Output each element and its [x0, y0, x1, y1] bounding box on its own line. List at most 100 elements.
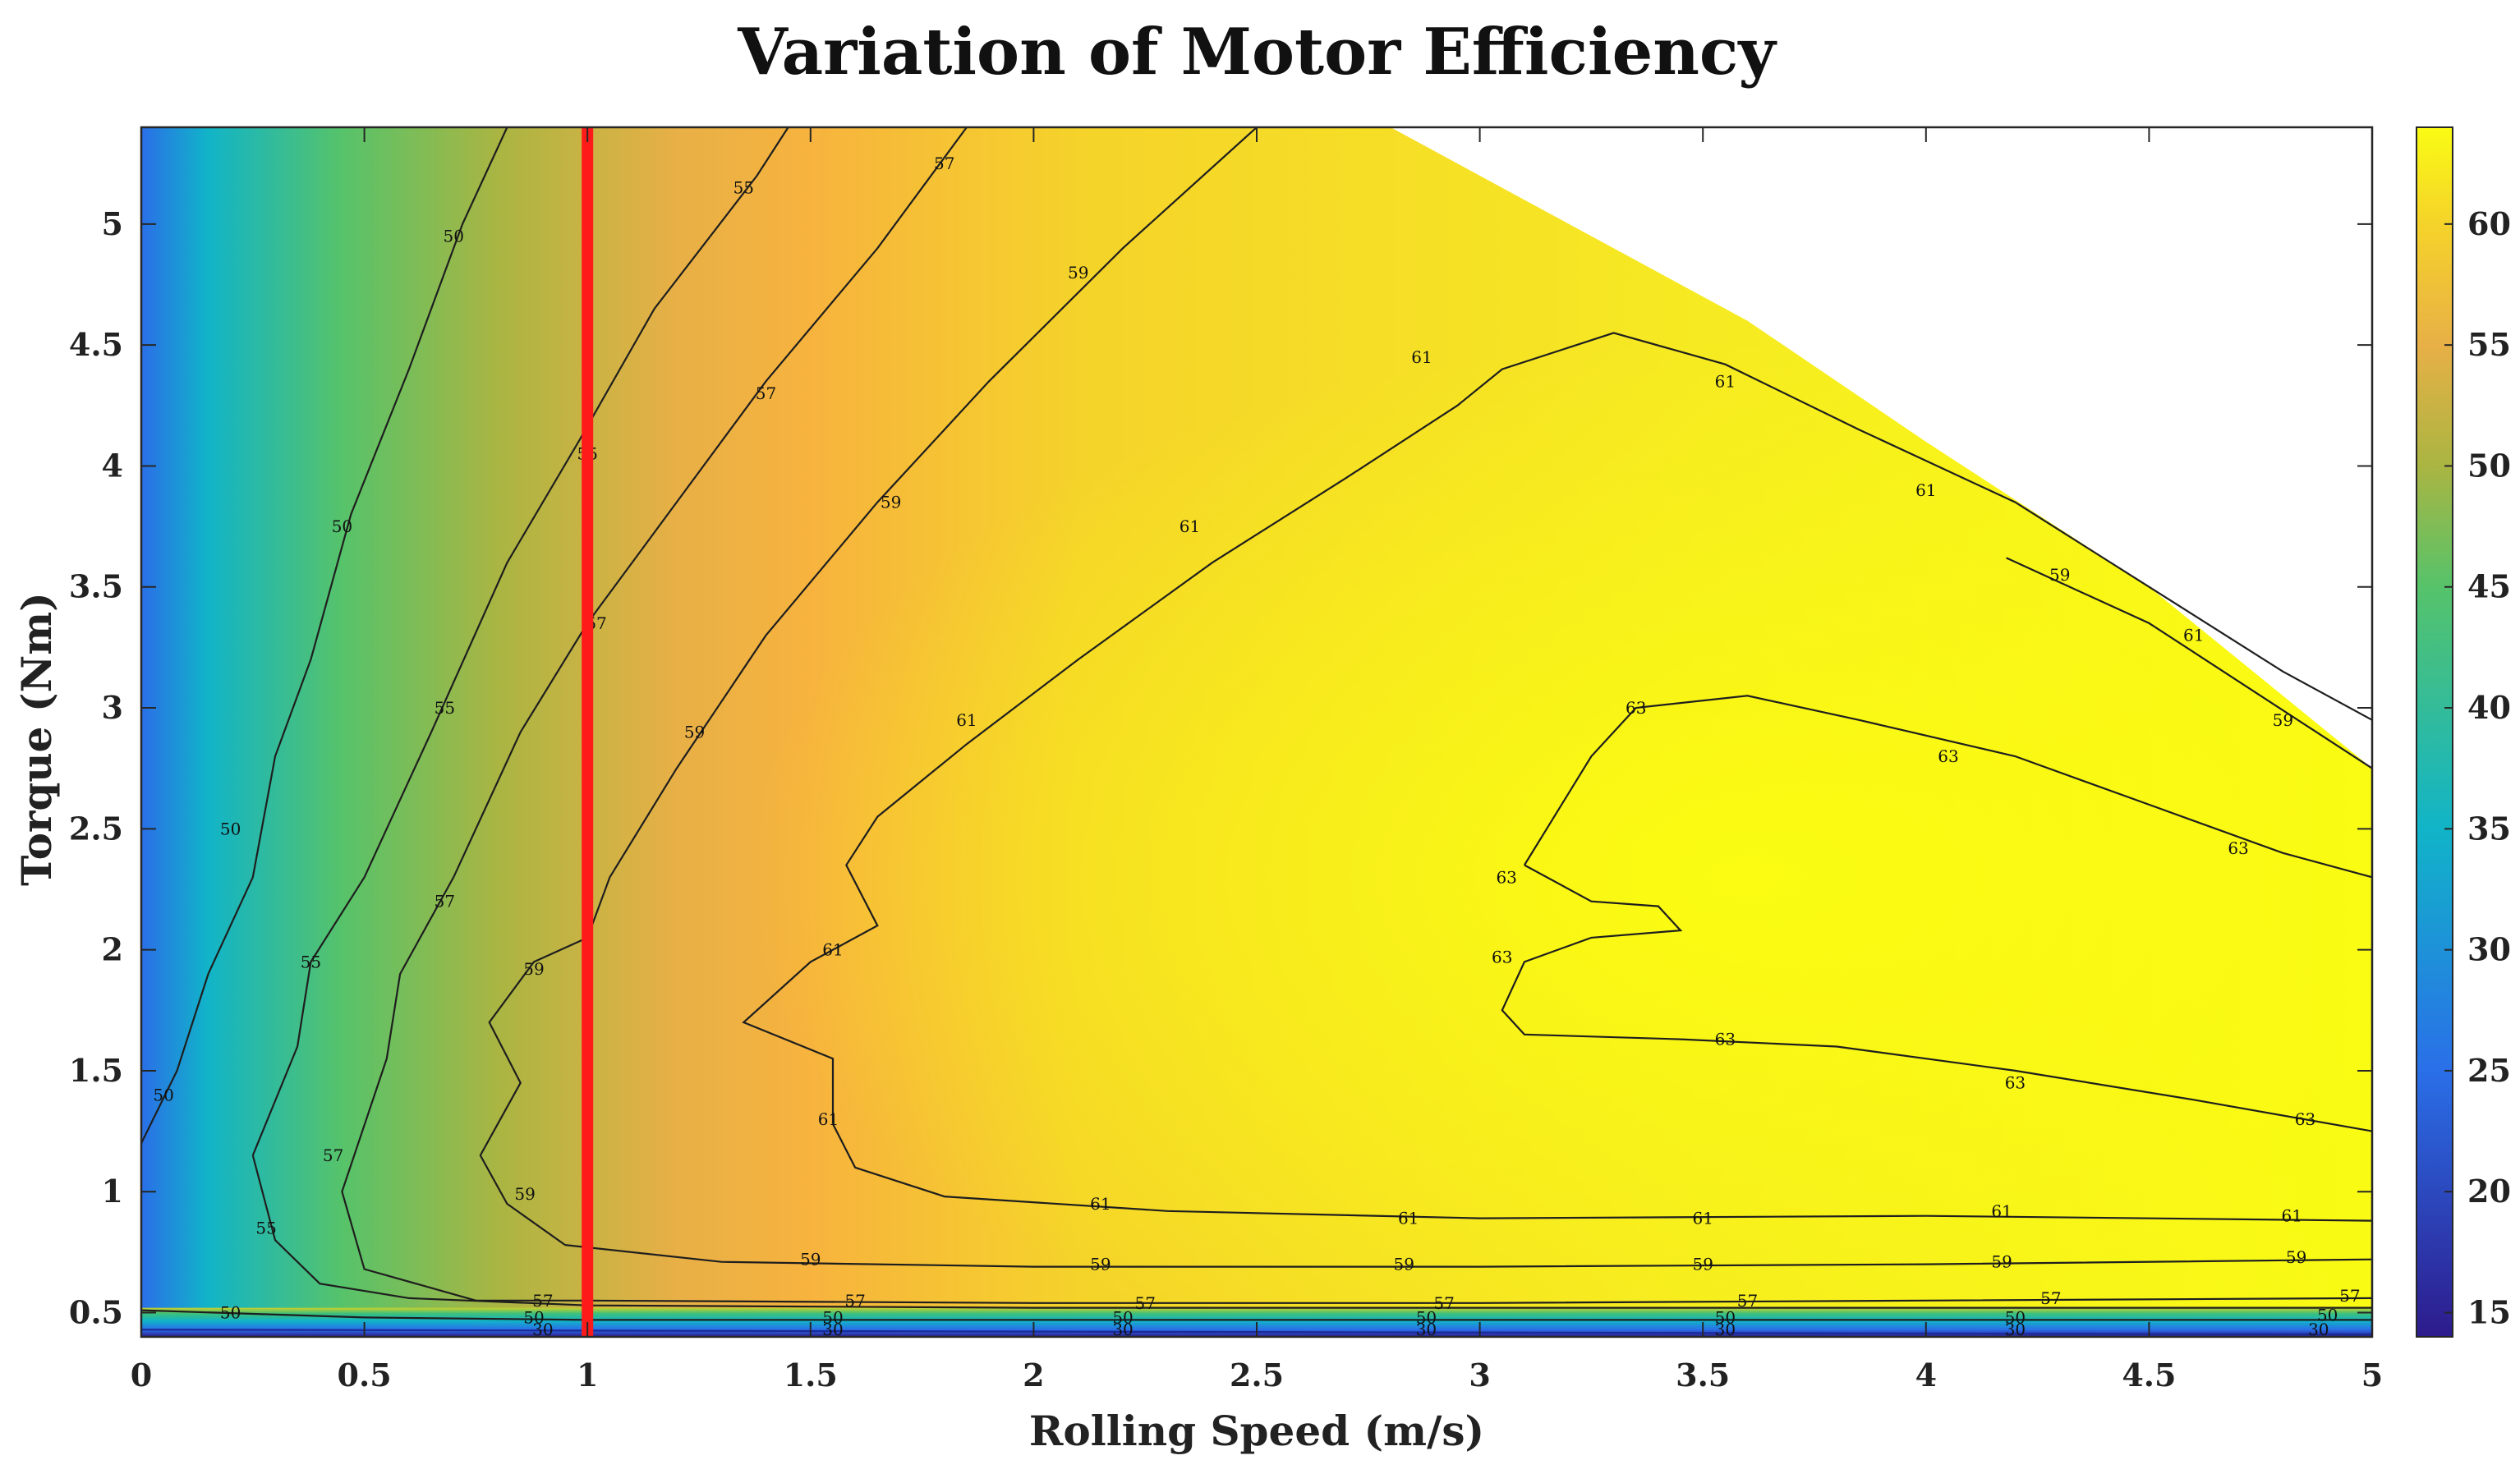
contour-label-59: 59	[1090, 1255, 1111, 1274]
x-tick-label: 2.5	[1230, 1357, 1284, 1393]
contour-label-57: 57	[1737, 1291, 1758, 1311]
contour-label-59: 59	[684, 723, 705, 742]
x-tick-label: 3	[1469, 1357, 1490, 1393]
x-axis-label: Rolling Speed (m/s)	[1029, 1407, 1484, 1455]
contour-label-57: 57	[323, 1146, 343, 1165]
contour-label-57: 57	[844, 1291, 865, 1311]
contour-label-59: 59	[1692, 1255, 1713, 1274]
contour-label-57: 57	[934, 154, 954, 173]
contour-label-63: 63	[1938, 746, 1958, 766]
x-tick-label: 4.5	[2122, 1357, 2176, 1393]
contour-label-50: 50	[1112, 1307, 1133, 1327]
y-tick-label: 1	[102, 1173, 123, 1210]
contour-label-63: 63	[1626, 698, 1646, 718]
contour-label-57: 57	[1134, 1293, 1155, 1313]
x-tick-label: 0	[131, 1357, 152, 1393]
contour-label-59: 59	[1068, 263, 1088, 282]
contour-label-50: 50	[523, 1307, 544, 1327]
contour-label-57: 57	[756, 383, 776, 403]
colorbar-tick-label: 15	[2467, 1294, 2511, 1331]
contour-line-55	[251, 1155, 2372, 1309]
colorbar-tick-label: 55	[2467, 326, 2511, 363]
colorbar-tick-label: 45	[2467, 568, 2511, 605]
contour-label-61: 61	[818, 1109, 839, 1129]
contour-label-57: 57	[1433, 1293, 1454, 1313]
contour-label-50: 50	[444, 227, 464, 246]
contour-label-61: 61	[956, 710, 977, 730]
contour-line-59	[2006, 557, 2373, 769]
y-tick-label: 3	[102, 689, 123, 726]
contour-label-59: 59	[514, 1184, 535, 1204]
contour-label-57: 57	[2339, 1286, 2360, 1306]
plot-clip-group	[141, 127, 2372, 1337]
x-tick-label: 0.5	[338, 1357, 392, 1393]
y-tick-label: 1.5	[69, 1052, 123, 1089]
x-tick-label: 3.5	[1676, 1357, 1730, 1393]
contour-label-59: 59	[1991, 1252, 2012, 1272]
contour-label-50: 50	[2005, 1307, 2026, 1327]
contour-label-63: 63	[2228, 838, 2248, 858]
contour-label-59: 59	[1394, 1255, 1414, 1274]
colorbar-tick-label: 35	[2467, 810, 2511, 847]
contour-line-59	[564, 1244, 2373, 1268]
colorbar-tick-label: 25	[2467, 1052, 2511, 1089]
x-tick-label: 5	[2361, 1357, 2383, 1393]
contour-line-57	[341, 126, 968, 1302]
colorbar-scale	[2416, 126, 2453, 1338]
contour-line-50	[140, 126, 508, 1144]
contour-label-57: 57	[435, 892, 455, 911]
efficiency-hotspot	[141, 127, 2372, 1337]
y-tick-label: 4.5	[69, 326, 123, 363]
contour-line-63	[1523, 695, 2373, 879]
contour-line-59	[479, 126, 1258, 1246]
contour-label-61: 61	[1692, 1209, 1713, 1228]
x-tick-label: 1	[577, 1357, 598, 1393]
contour-line-61	[832, 1123, 2373, 1222]
contour-label-50: 50	[153, 1085, 173, 1104]
contour-label-59: 59	[2049, 565, 2070, 585]
x-tick-label: 4	[1915, 1357, 1937, 1393]
contour-label-59: 59	[881, 493, 901, 512]
contour-label-63: 63	[1715, 1030, 1736, 1049]
plot-area	[141, 127, 2372, 1337]
contour-label-61: 61	[1991, 1201, 2012, 1221]
colorbar: 15 20 25 30 35 40 45 50 55 60	[2416, 126, 2511, 1338]
contour-label-61: 61	[1715, 371, 1736, 391]
y-axis-ticks: 0.5 1 1.5 2 2.5 3 3.5 4 4.5 5	[69, 205, 2372, 1331]
contour-label-57: 57	[532, 1291, 553, 1311]
colorbar-tick-label: 50	[2467, 447, 2511, 484]
colorbar-tick-label: 30	[2467, 931, 2511, 968]
contour-label-61: 61	[1915, 480, 1936, 500]
y-tick-label: 2.5	[69, 810, 123, 847]
contour-line-57	[476, 1297, 2373, 1304]
contour-label-50: 50	[822, 1307, 843, 1327]
contour-label-50: 50	[220, 1303, 241, 1323]
contour-label-61: 61	[1090, 1194, 1111, 1214]
contour-label-63: 63	[1496, 867, 1516, 887]
y-tick-label: 2	[102, 931, 123, 968]
contour-label-59: 59	[800, 1250, 821, 1270]
contour-label-61: 61	[2183, 626, 2204, 645]
contour-line-55	[251, 126, 789, 1156]
colorbar-tick-label: 20	[2467, 1173, 2511, 1210]
x-axis-ticks: 0 0.5 1 1.5 2 2.5 3 3.5 4 4.5 5	[131, 127, 2383, 1393]
contour-label-63: 63	[1492, 947, 1512, 966]
contour-label-61: 61	[1180, 517, 1200, 536]
contour-line-61	[742, 332, 2373, 1124]
contour-label-55: 55	[733, 178, 754, 198]
y-tick-label: 0.5	[69, 1294, 123, 1331]
contour-label-59: 59	[523, 959, 544, 979]
contour-label-63: 63	[2295, 1109, 2315, 1129]
contour-label-50: 50	[332, 517, 352, 536]
y-tick-label: 3.5	[69, 568, 123, 605]
contour-label-61: 61	[1411, 347, 1432, 367]
contour-label-55: 55	[435, 698, 455, 718]
contour-line-63	[1501, 864, 2373, 1132]
contour-label-59: 59	[2286, 1247, 2306, 1267]
x-tick-label: 2	[1023, 1357, 1044, 1393]
colorbar-tick-label: 40	[2467, 689, 2511, 726]
contour-label-50: 50	[220, 819, 241, 838]
contour-label-55: 55	[301, 952, 321, 971]
